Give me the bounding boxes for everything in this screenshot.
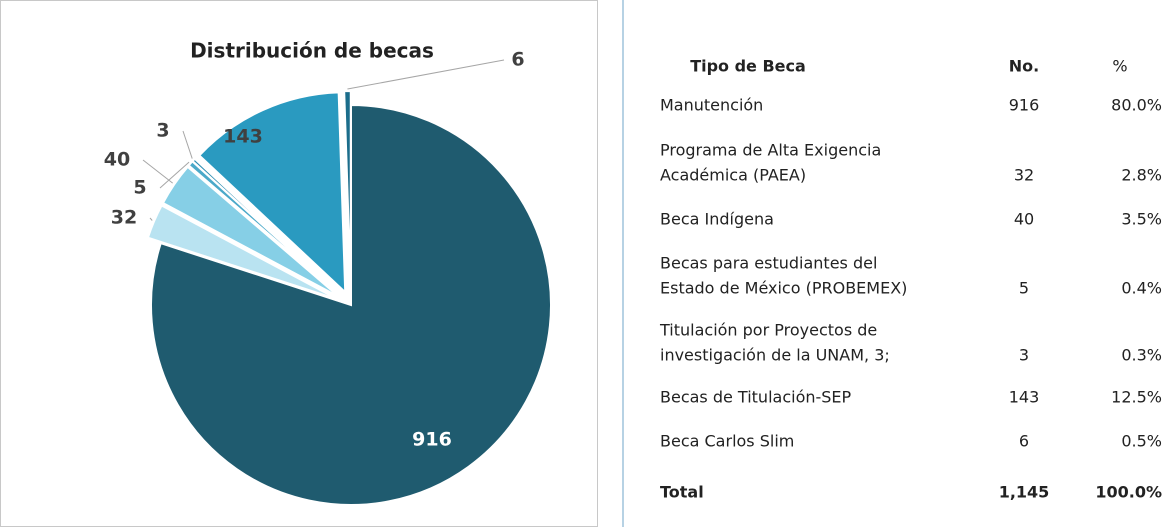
row-label: Estado de México (PROBEMEX)	[660, 279, 907, 298]
table-header: No.	[1009, 57, 1039, 76]
row-label: Académica (PAEA)	[660, 166, 806, 185]
row-label: Becas para estudiantes del	[660, 254, 877, 273]
row-percent: 0.4%	[1121, 279, 1162, 298]
pie-slice	[191, 157, 342, 297]
row-label: Becas de Titulación-SEP	[660, 388, 852, 407]
row-label: Manutención	[660, 96, 763, 115]
leader-line	[149, 217, 153, 221]
row-count: 5	[1019, 279, 1029, 298]
row-label: Beca Carlos Slim	[660, 432, 794, 451]
row-count: 143	[1009, 388, 1040, 407]
row-percent: 0.3%	[1121, 346, 1162, 365]
data-label: 6	[511, 49, 524, 71]
row-label: Titulación por Proyectos de	[659, 321, 877, 340]
table-header: Tipo de Beca	[690, 57, 806, 76]
row-count: 6	[1019, 432, 1029, 451]
data-label: 3	[156, 120, 169, 142]
data-label: 40	[104, 149, 130, 171]
row-count: 916	[1009, 96, 1040, 115]
chart-title: Distribución de becas	[190, 39, 434, 63]
table-header: %	[1112, 57, 1127, 76]
row-label: investigación de la UNAM, 3;	[660, 346, 890, 365]
row-percent: 12.5%	[1111, 388, 1162, 407]
data-label: 143	[223, 126, 263, 148]
pie-slice	[146, 204, 339, 301]
total-count: 1,145	[999, 483, 1050, 502]
row-percent: 0.5%	[1121, 432, 1162, 451]
pie-slice	[197, 91, 347, 295]
data-label: 32	[111, 207, 137, 229]
row-percent: 80.0%	[1111, 96, 1162, 115]
row-count: 32	[1014, 166, 1034, 185]
leader-line	[159, 161, 190, 189]
data-label: 916	[412, 429, 452, 451]
total-percent: 100.0%	[1095, 483, 1162, 502]
row-label: Programa de Alta Exigencia	[660, 141, 881, 160]
pie-slice	[150, 103, 552, 506]
pie-slice	[343, 90, 352, 292]
row-percent: 3.5%	[1121, 210, 1162, 229]
pie-slice	[161, 165, 341, 298]
data-label: 5	[133, 177, 146, 199]
total-label: Total	[660, 483, 704, 502]
row-count: 3	[1019, 346, 1029, 365]
row-label: Beca Indígena	[660, 210, 774, 229]
row-count: 40	[1014, 210, 1034, 229]
leader-line	[142, 159, 173, 184]
row-percent: 2.8%	[1121, 166, 1162, 185]
leader-line	[347, 59, 505, 90]
leader-line	[182, 130, 193, 159]
